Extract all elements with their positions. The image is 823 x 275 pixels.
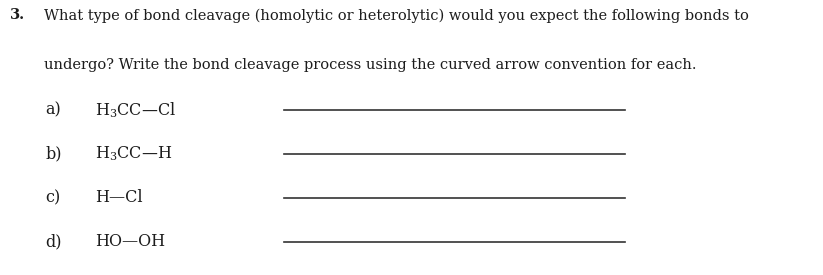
Text: HO—OH: HO—OH (95, 233, 165, 251)
Text: b): b) (45, 145, 62, 163)
Text: 3.: 3. (10, 8, 25, 22)
Text: $\mathregular{H_3C}$C—Cl: $\mathregular{H_3C}$C—Cl (95, 100, 176, 120)
Text: d): d) (45, 233, 62, 251)
Text: c): c) (45, 189, 61, 207)
Text: undergo? Write the bond cleavage process using the curved arrow convention for e: undergo? Write the bond cleavage process… (44, 58, 697, 72)
Text: What type of bond cleavage (homolytic or heterolytic) would you expect the follo: What type of bond cleavage (homolytic or… (44, 8, 749, 23)
Text: a): a) (45, 101, 61, 119)
Text: $\mathregular{H_3C}$C—H: $\mathregular{H_3C}$C—H (95, 145, 172, 163)
Text: H—Cl: H—Cl (95, 189, 142, 207)
